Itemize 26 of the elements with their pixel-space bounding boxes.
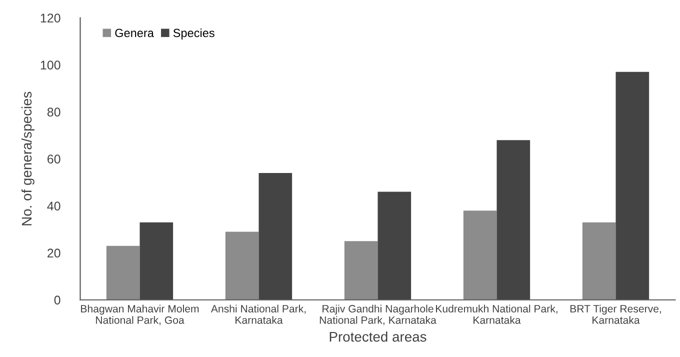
bar	[378, 192, 412, 300]
bar	[582, 222, 616, 300]
y-tick-label: 40	[47, 202, 60, 211]
bar	[496, 140, 530, 300]
bar	[463, 210, 497, 300]
legend-label: Species	[173, 28, 214, 40]
bar	[106, 246, 140, 300]
x-tick-label: Rajiv Gandhi Nagarhole National Park, Karnataka	[320, 304, 436, 326]
bar	[225, 232, 259, 300]
bar	[140, 222, 174, 300]
legend-label: Genera	[115, 28, 154, 38]
y-axis-title: No. of genera/species	[21, 92, 34, 226]
x-tick-label: Kudremukh National Park, Karnataka	[436, 304, 558, 324]
y-tick-label: 0	[54, 296, 60, 305]
y-tick-label: 100	[40, 60, 60, 70]
x-axis-title: Protected areas	[330, 332, 426, 342]
x-tick-label: Bhagwan Mahavir Molem National Park, Goa	[81, 304, 199, 326]
x-tick-label: Anshi National Park, Karnataka	[210, 304, 306, 324]
bar	[258, 172, 292, 300]
bar	[616, 72, 650, 300]
y-tick-label: 120	[40, 14, 60, 22]
x-tick-label: BRT Tiger Reserve, Karnataka	[570, 304, 661, 324]
bar	[344, 241, 378, 300]
y-tick-label: 80	[47, 108, 60, 117]
y-tick-label: 20	[48, 248, 60, 258]
y-tick-label: 60	[48, 154, 60, 164]
